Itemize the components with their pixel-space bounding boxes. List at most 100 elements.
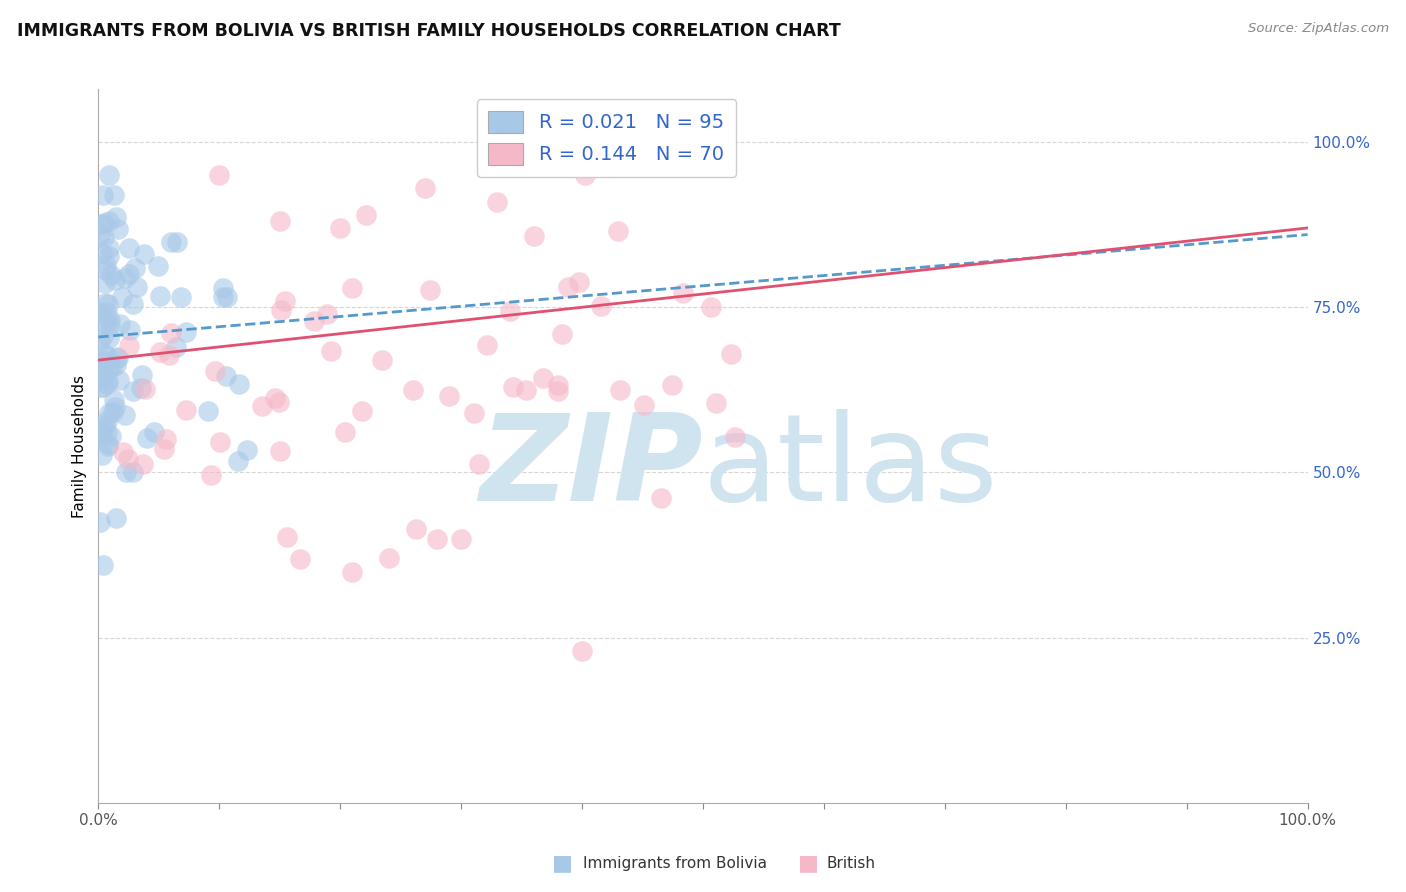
Point [568,276,591,290]
Point [89,380,111,394]
Point [97,439,120,453]
Point [215,290,238,304]
Point [143,425,166,439]
Point [475,338,498,352]
Point [89,334,111,348]
Text: ZIP: ZIP [479,409,703,526]
Point [122,296,145,310]
Point [108,317,131,331]
Point [89,429,111,443]
Point [105,350,128,364]
Point [335,425,357,440]
Point [405,522,427,536]
Point [91,425,114,440]
Point [93,216,115,230]
Point [170,290,193,304]
Point [91,187,114,202]
Point [571,644,593,658]
Point [197,404,219,418]
Point [111,290,134,304]
Point [117,451,139,466]
Point [91,449,114,463]
Point [342,565,364,579]
Point [329,221,352,235]
Point [200,467,222,482]
Point [93,230,115,244]
Point [350,404,373,418]
Point [319,343,342,358]
Point [120,323,142,337]
Point [269,444,291,458]
Point [146,259,169,273]
Point [89,364,111,378]
Point [89,516,111,530]
Point [166,235,188,249]
Point [252,400,274,414]
Point [104,273,127,287]
Point [107,373,129,387]
Point [377,551,399,566]
Point [208,168,231,182]
Text: IMMIGRANTS FROM BOLIVIA VS BRITISH FAMILY HOUSEHOLDS CORRELATION CHART: IMMIGRANTS FROM BOLIVIA VS BRITISH FAMIL… [17,22,841,40]
Point [354,209,377,223]
Point [208,434,231,449]
Point [118,241,141,255]
Point [98,214,121,228]
Point [100,268,122,282]
Point [149,344,172,359]
Point [96,425,118,440]
Point [89,304,111,318]
Point [103,392,125,407]
Point [531,371,554,385]
Point [157,347,180,361]
Point [90,245,112,260]
Point [104,210,127,224]
Point [100,429,122,443]
Point [118,267,141,281]
Point [302,314,325,328]
Point [212,281,235,295]
Point [93,347,115,361]
Point [89,227,111,242]
Point [419,284,441,298]
Point [132,457,155,471]
Point [124,260,146,275]
Point [121,465,143,479]
Point [114,465,136,479]
Point [103,188,125,202]
Point [450,532,472,546]
Point [91,380,114,394]
Point [105,511,128,525]
Point [463,406,485,420]
Point [270,303,292,318]
Point [104,400,127,414]
Point [288,552,311,566]
Y-axis label: Family Households: Family Households [72,375,87,517]
Point [96,349,118,363]
Point [129,381,152,395]
Text: British: British [827,856,876,871]
Point [502,379,524,393]
Point [98,312,121,326]
Point [111,444,134,458]
Point [226,454,249,468]
Point [134,382,156,396]
Point [551,326,574,341]
Point [132,247,155,261]
Point [264,391,287,405]
Point [371,352,394,367]
Point [159,235,181,249]
Point [700,154,723,169]
Point [426,532,449,546]
Point [98,241,121,255]
Point [96,414,118,428]
Point [94,296,117,310]
Point [269,214,291,228]
Point [574,168,596,182]
Legend: R = 0.021   N = 95, R = 0.144   N = 70: R = 0.021 N = 95, R = 0.144 N = 70 [477,99,735,177]
Point [96,310,118,325]
Point [589,300,612,314]
Text: ■: ■ [553,854,572,873]
Point [609,384,631,398]
Point [437,389,460,403]
